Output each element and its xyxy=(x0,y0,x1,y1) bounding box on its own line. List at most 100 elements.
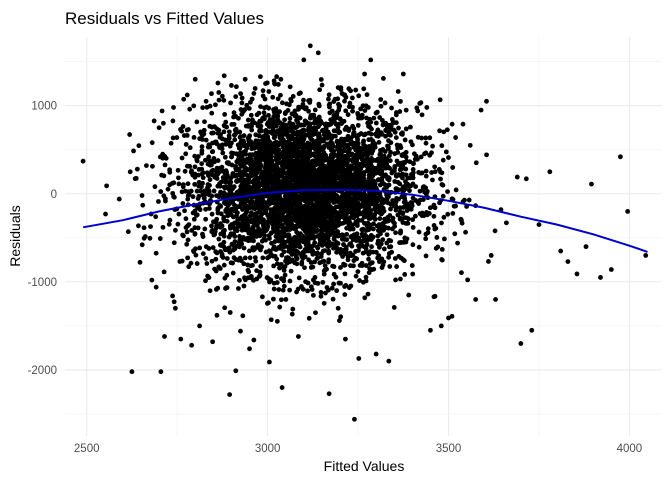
scatter-point xyxy=(418,154,424,160)
scatter-point xyxy=(378,241,384,247)
scatter-point xyxy=(432,169,438,175)
scatter-point xyxy=(323,126,329,131)
scatter-point xyxy=(285,149,291,155)
scatter-point xyxy=(402,198,408,204)
scatter-point xyxy=(166,221,172,227)
scatter-point xyxy=(257,151,263,157)
scatter-point xyxy=(434,235,440,240)
scatter-point xyxy=(329,285,335,291)
scatter-point xyxy=(222,305,228,311)
scatter-point xyxy=(257,219,263,225)
scatter-point xyxy=(335,248,341,254)
scatter-point xyxy=(417,197,423,203)
scatter-point xyxy=(204,261,210,266)
scatter-point xyxy=(328,121,334,127)
scatter-point xyxy=(257,74,263,80)
scatter-point xyxy=(259,169,265,175)
scatter-point xyxy=(216,264,222,270)
scatter-point xyxy=(220,178,226,184)
scatter-point xyxy=(273,201,279,207)
scatter-point xyxy=(312,107,318,113)
scatter-point xyxy=(209,130,215,136)
scatter-point xyxy=(301,97,306,103)
scatter-point xyxy=(221,218,227,224)
scatter-point xyxy=(349,202,354,208)
scatter-point xyxy=(237,134,243,140)
scatter-point xyxy=(463,229,468,235)
scatter-point xyxy=(214,312,220,318)
scatter-point xyxy=(352,156,358,162)
scatter-point xyxy=(276,287,282,292)
scatter-point xyxy=(271,135,277,141)
scatter-point xyxy=(185,237,191,243)
scatter-point xyxy=(244,156,250,162)
scatter-point xyxy=(161,173,167,179)
scatter-point xyxy=(211,232,217,238)
scatter-point xyxy=(219,168,225,174)
scatter-point xyxy=(134,166,140,172)
scatter-point xyxy=(200,251,206,257)
scatter-point xyxy=(287,218,293,223)
scatter-point xyxy=(392,223,398,229)
scatter-point xyxy=(375,241,381,246)
scatter-point xyxy=(308,217,313,223)
scatter-point xyxy=(302,228,308,234)
scatter-point xyxy=(307,234,312,239)
scatter-point xyxy=(294,115,300,121)
scatter-point xyxy=(192,76,198,82)
scatter-point xyxy=(356,161,362,167)
scatter-point xyxy=(175,167,181,173)
scatter-point xyxy=(308,260,314,265)
scatter-point xyxy=(302,265,307,271)
scatter-point xyxy=(354,176,360,182)
scatter-point xyxy=(257,128,262,134)
scatter-point xyxy=(204,170,210,176)
scatter-point xyxy=(132,176,138,182)
scatter-point xyxy=(233,151,239,157)
scatter-point xyxy=(299,261,305,267)
scatter-point xyxy=(608,267,614,272)
scatter-point xyxy=(286,125,292,130)
scatter-point xyxy=(328,117,334,123)
scatter-point xyxy=(504,220,509,226)
scatter-point xyxy=(364,181,370,187)
scatter-point xyxy=(317,153,322,159)
scatter-point xyxy=(165,186,171,192)
scatter-point xyxy=(213,249,219,255)
scatter-point xyxy=(306,108,311,114)
scatter-point xyxy=(330,144,336,150)
scatter-point xyxy=(350,133,356,139)
scatter-point xyxy=(387,264,393,269)
scatter-point xyxy=(403,220,409,226)
scatter-point xyxy=(273,163,278,169)
scatter-point xyxy=(361,132,367,138)
scatter-point xyxy=(423,168,429,174)
scatter-point xyxy=(400,175,405,181)
scatter-point xyxy=(211,188,217,194)
scatter-point xyxy=(297,139,303,145)
scatter-point xyxy=(351,258,357,263)
scatter-point xyxy=(365,291,371,297)
scatter-point xyxy=(248,156,254,162)
scatter-point xyxy=(329,108,335,114)
scatter-point xyxy=(274,256,280,262)
scatter-point xyxy=(307,43,313,49)
scatter-point xyxy=(278,76,284,82)
scatter-point xyxy=(310,292,316,298)
scatter-point xyxy=(423,231,429,237)
scatter-point xyxy=(216,236,222,242)
scatter-point xyxy=(321,258,327,264)
scatter-point xyxy=(364,115,369,121)
scatter-point xyxy=(232,202,237,208)
scatter-point xyxy=(162,334,167,339)
scatter-point xyxy=(235,217,241,223)
scatter-point xyxy=(393,135,399,140)
scatter-point xyxy=(202,226,208,232)
scatter-point xyxy=(227,249,233,255)
scatter-point xyxy=(227,392,233,398)
scatter-point xyxy=(171,299,177,305)
scatter-point xyxy=(334,169,340,175)
scatter-point xyxy=(233,164,239,170)
scatter-point xyxy=(168,140,174,146)
scatter-point xyxy=(239,214,245,220)
